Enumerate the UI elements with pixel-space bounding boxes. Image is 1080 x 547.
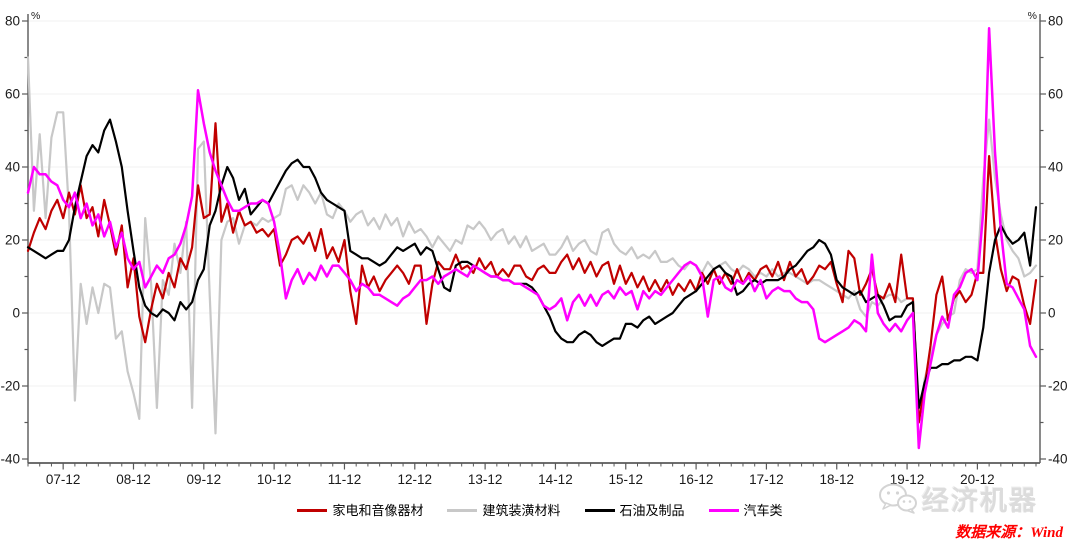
- legend-label-building-materials: 建筑装潢材料: [482, 503, 561, 518]
- legend-label-autos: 汽车类: [743, 503, 783, 518]
- svg-text:-40: -40: [0, 452, 20, 467]
- svg-text:-40: -40: [1048, 452, 1068, 467]
- svg-text:09-12: 09-12: [187, 472, 222, 487]
- legend-item-appliances: 家电和音像器材: [297, 504, 423, 517]
- legend-label-petroleum: 石油及制品: [619, 503, 685, 518]
- svg-text:80: 80: [1048, 14, 1063, 29]
- svg-text:13-12: 13-12: [468, 472, 503, 487]
- svg-text:20: 20: [1048, 233, 1063, 248]
- svg-text:11-12: 11-12: [328, 472, 362, 487]
- svg-text:-20: -20: [0, 379, 20, 394]
- svg-text:20: 20: [5, 233, 20, 248]
- axis-labels: -40 -40 -20 -20 0 0 20 20 40 40 60 60 80 80% % 07-12 08-…: [0, 10, 1067, 487]
- series-lines: [26, 27, 1038, 450]
- svg-text:40: 40: [1048, 160, 1063, 175]
- legend: 家电和音像器材 建筑装潢材料 石油及制品 汽车类: [0, 504, 1080, 517]
- svg-text:10-12: 10-12: [257, 472, 292, 487]
- svg-text:0: 0: [1048, 306, 1056, 321]
- legend-item-autos: 汽车类: [708, 503, 783, 518]
- data-source-note: 数据来源：Wind: [955, 525, 1063, 541]
- svg-text:07-12: 07-12: [46, 472, 81, 487]
- svg-text:%: %: [1028, 10, 1037, 22]
- petroleum-line-swatch: [584, 509, 615, 512]
- legend-label-appliances: 家电和音像器材: [332, 503, 424, 518]
- svg-text:60: 60: [1048, 87, 1063, 102]
- svg-text:16-12: 16-12: [679, 472, 714, 487]
- svg-text:15-12: 15-12: [609, 472, 644, 487]
- svg-text:80: 80: [5, 14, 20, 29]
- svg-text:17-12: 17-12: [749, 472, 784, 487]
- svg-text:-20: -20: [1048, 379, 1068, 394]
- svg-text:08-12: 08-12: [116, 472, 151, 487]
- svg-text:14-12: 14-12: [538, 472, 573, 487]
- svg-text:20-12: 20-12: [960, 472, 995, 487]
- svg-text:%: %: [31, 10, 40, 22]
- series-line-0: [26, 122, 1038, 424]
- svg-text:19-12: 19-12: [890, 472, 925, 487]
- legend-item-petroleum: 石油及制品: [584, 503, 685, 518]
- svg-text:0: 0: [12, 306, 20, 321]
- legend-item-building-materials: 建筑装潢材料: [447, 503, 561, 518]
- svg-text:18-12: 18-12: [819, 472, 854, 487]
- svg-text:12-12: 12-12: [398, 472, 433, 487]
- svg-text:60: 60: [5, 87, 20, 102]
- building-materials-line-swatch: [447, 509, 478, 512]
- series-line-3: [26, 27, 1038, 450]
- axis-ticks: [22, 20, 1046, 470]
- autos-line-swatch: [708, 509, 739, 512]
- svg-text:40: 40: [5, 160, 20, 175]
- axes: [27, 14, 1041, 464]
- appliances-line-swatch: [297, 509, 328, 512]
